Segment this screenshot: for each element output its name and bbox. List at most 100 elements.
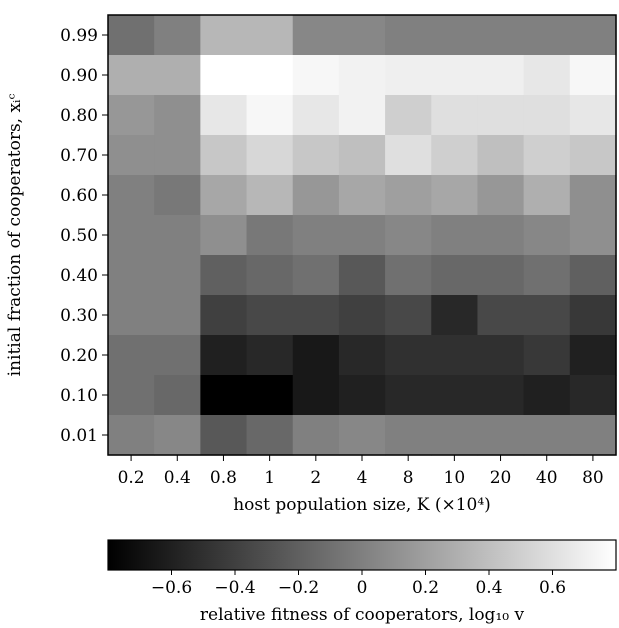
heatmap-cell [569, 375, 617, 416]
heatmap-cell [477, 135, 525, 176]
heatmap-cell [431, 175, 479, 216]
heatmap-cell [431, 15, 479, 56]
heatmap-cell [385, 175, 432, 216]
heatmap-cell [108, 415, 155, 456]
heatmap-cell [569, 335, 617, 376]
heatmap-cell [154, 95, 201, 136]
heatmap-cell [292, 175, 340, 216]
heatmap-cell [523, 415, 571, 456]
heatmap-cell [338, 15, 386, 56]
heatmap-cell [431, 95, 479, 136]
colorbar-tick-label: −0.2 [278, 578, 319, 598]
heatmap-cell [338, 215, 386, 256]
heatmap-cell [200, 215, 248, 256]
heatmap-cell [385, 255, 432, 296]
heatmap-cell [108, 255, 155, 296]
heatmap-cell [154, 15, 201, 56]
heatmap-cell [477, 415, 525, 456]
heatmap-cell [338, 135, 386, 176]
heatmap-cell [569, 55, 617, 96]
heatmap-cell [154, 255, 201, 296]
heatmap-cell [108, 95, 155, 136]
heatmap-cell [292, 55, 340, 96]
heatmap-cell [523, 175, 571, 216]
heatmap-cell [385, 335, 432, 376]
heatmap-cell [108, 215, 155, 256]
heatmap-cell [154, 135, 201, 176]
heatmap-cell [338, 175, 386, 216]
heatmap-cell [292, 215, 340, 256]
heatmap-cell [569, 15, 617, 56]
heatmap-cell [200, 415, 248, 456]
heatmap-cell [431, 55, 479, 96]
x-tick-label: 40 [536, 468, 558, 488]
heatmap-cell [200, 95, 248, 136]
y-axis-ticks: 0.99 0.90 0.80 0.70 0.60 0.50 0.40 0.30 0.20 0.10… [60, 26, 108, 446]
heatmap-cell [108, 175, 155, 216]
heatmap-cell [477, 255, 525, 296]
heatmap-cell [523, 95, 571, 136]
x-axis-label: host population size, K (×10⁴) [233, 495, 491, 515]
heatmap-cell [200, 255, 248, 296]
colorbar-tick-label: 0.4 [475, 578, 502, 598]
heatmap-cell [246, 215, 294, 256]
colorbar-ticks: −0.6 −0.4 −0.2 0 0.2 0.4 0.6 [151, 570, 566, 598]
heatmap-cell [569, 215, 617, 256]
colorbar-tick-label: 0.2 [412, 578, 439, 598]
heatmap-cell [292, 295, 340, 336]
heatmap-cell [477, 375, 525, 416]
heatmap-cell [246, 415, 294, 456]
heatmap-cell [477, 55, 525, 96]
heatmap-cell [246, 175, 294, 216]
x-tick-label: 8 [403, 468, 414, 488]
colorbar-tick-label: 0.6 [539, 578, 566, 598]
y-tick-label: 0.20 [60, 346, 98, 366]
heatmap-cell [154, 375, 201, 416]
heatmap-cell [246, 375, 294, 416]
heatmap-cell [523, 135, 571, 176]
heatmap-cell [477, 15, 525, 56]
heatmap-cell [246, 335, 294, 376]
heatmap-cell [477, 295, 525, 336]
y-tick-label: 0.99 [60, 26, 98, 46]
heatmap-cell [108, 135, 155, 176]
heatmap-cell [338, 335, 386, 376]
y-tick-label: 0.10 [60, 386, 98, 406]
heatmap-cell [200, 135, 248, 176]
y-tick-label: 0.40 [60, 266, 98, 286]
heatmap-cell [569, 95, 617, 136]
heatmap-cell [246, 95, 294, 136]
heatmap-cell [292, 255, 340, 296]
heatmap-cell [431, 215, 479, 256]
heatmap-cell [246, 15, 294, 56]
heatmap-cell [477, 95, 525, 136]
y-tick-label: 0.60 [60, 186, 98, 206]
y-tick-label: 0.90 [60, 66, 98, 86]
y-tick-label: 0.70 [60, 146, 98, 166]
colorbar-tick-label: −0.4 [214, 578, 255, 598]
colorbar-tick-label: 0 [357, 578, 368, 598]
heatmap-cell [200, 175, 248, 216]
heatmap-cell [569, 295, 617, 336]
heatmap-cell [385, 415, 432, 456]
heatmap-cell [292, 135, 340, 176]
heatmap-cell [431, 335, 479, 376]
heatmap-cell [431, 375, 479, 416]
heatmap-cell [246, 135, 294, 176]
heatmap-cell [246, 295, 294, 336]
heatmap-cell [523, 55, 571, 96]
heatmap-cell [431, 255, 479, 296]
x-tick-label: 2 [310, 468, 321, 488]
heatmap-cell [523, 375, 571, 416]
heatmap-cell [385, 295, 432, 336]
heatmap-cell [246, 55, 294, 96]
heatmap-cell [292, 335, 340, 376]
heatmap-cell [154, 415, 201, 456]
heatmap-cell [200, 335, 248, 376]
x-axis-ticks: 0.2 0.4 0.8 1 2 4 8 10 20 40 80 [118, 455, 604, 488]
y-tick-label: 0.80 [60, 106, 98, 126]
heatmap-cell [338, 415, 386, 456]
heatmap-cell [569, 135, 617, 176]
heatmap-cell [569, 415, 617, 456]
heatmap-cell [292, 15, 340, 56]
